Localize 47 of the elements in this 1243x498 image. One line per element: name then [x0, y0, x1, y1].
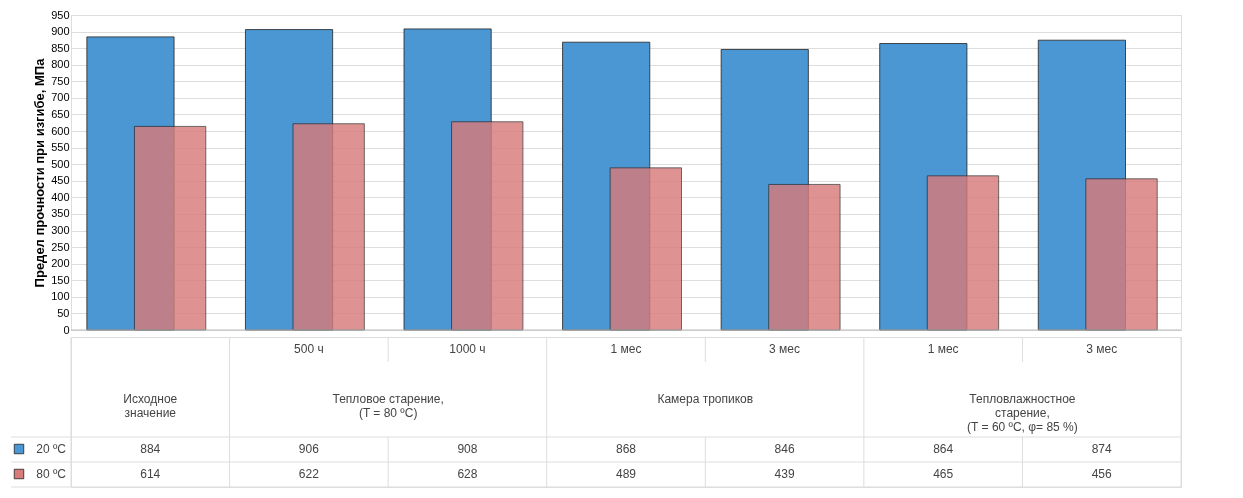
y-tick-label: 200	[51, 257, 70, 270]
text: Тепловлажностное старение, (T = 60 ºC, φ= 85 %)	[967, 392, 1078, 434]
y-tick-label: 400	[51, 190, 70, 203]
y-tick-label: 550	[51, 141, 70, 154]
y-tick-label: 150	[51, 273, 70, 286]
data-label: 622	[298, 467, 320, 481]
x-tick-label: 1000 ч	[449, 342, 486, 356]
x-tick-label: 1 мес	[610, 342, 642, 356]
data-label: 456	[1091, 467, 1113, 481]
y-tick-label: 700	[51, 91, 70, 104]
data-label: 465	[933, 467, 954, 481]
data-label: 864	[933, 442, 954, 456]
data-label: 614	[140, 467, 161, 481]
legend-label: 20 ºC	[36, 442, 67, 456]
y-tick-label: 250	[51, 240, 70, 253]
y-tick-label: 600	[51, 124, 70, 137]
y-tick-label: 800	[51, 58, 70, 71]
x-tick-label: 1 мес	[927, 342, 959, 356]
y-tick-label: 350	[51, 207, 70, 220]
data-label: 874	[1091, 442, 1113, 456]
legend-label: 80 ºC	[36, 467, 67, 481]
text: Исходное значение	[123, 392, 178, 420]
y-tick-label: 50	[57, 306, 70, 319]
y-tick-label: 900	[51, 25, 70, 38]
data-label: 908	[457, 442, 478, 456]
y-tick-label: 0	[63, 323, 70, 336]
data-label: 489	[615, 467, 637, 481]
y-tick-label: 650	[51, 107, 70, 120]
y-tick-label: 850	[51, 41, 70, 54]
y-tick-label: 950	[51, 8, 70, 21]
data-label: 868	[615, 442, 637, 456]
y-tick-label: 500	[51, 157, 70, 170]
data-label: 628	[457, 467, 478, 481]
y-tick-label: 750	[51, 74, 70, 87]
x-tick-label: 3 мес	[1086, 342, 1118, 356]
x-tick-label: 3 мес	[769, 342, 801, 356]
data-label: 439	[774, 467, 795, 481]
y-tick-label: 300	[51, 224, 70, 237]
data-label: 846	[774, 442, 795, 456]
y-tick-label: 100	[51, 290, 70, 303]
data-label: 906	[298, 442, 320, 456]
text: Камера тропиков	[657, 392, 754, 406]
x-tick-label: 500 ч	[294, 342, 324, 356]
data-label: 884	[140, 442, 161, 456]
y-axis-title: Предел прочности при изгибе, МПа	[32, 57, 48, 288]
y-tick-label: 450	[51, 174, 70, 187]
text: Тепловое старение, (T = 80 ºC)	[332, 392, 444, 420]
